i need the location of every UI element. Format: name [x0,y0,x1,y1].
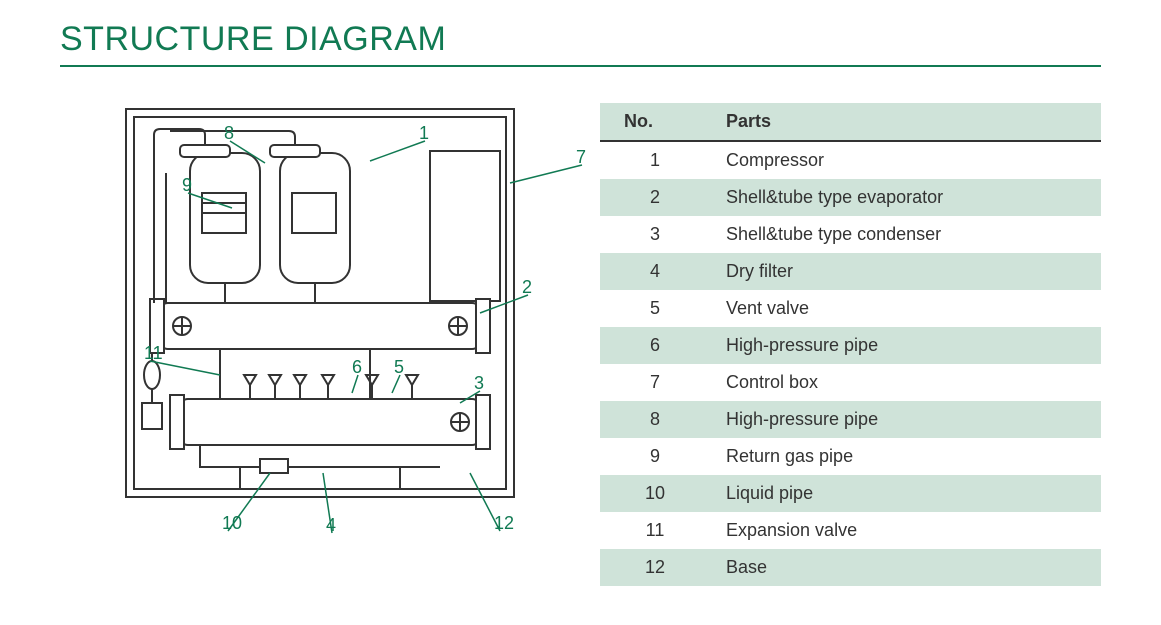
cell-part: Liquid pipe [710,475,1101,512]
table-row: 3Shell&tube type condenser [600,216,1101,253]
callout-label: 2 [522,277,532,298]
cell-no: 7 [600,364,710,401]
cell-no: 1 [600,141,710,179]
table-row: 12Base [600,549,1101,586]
cell-part: Control box [710,364,1101,401]
table-row: 7Control box [600,364,1101,401]
cell-part: High-pressure pipe [710,327,1101,364]
parts-table: No. Parts 1Compressor2Shell&tube type ev… [600,103,1101,586]
title-underline [60,65,1101,67]
cell-no: 5 [600,290,710,327]
content-row: 123456789101112 No. Parts 1Compressor2Sh… [60,103,1101,586]
table-row: 10Liquid pipe [600,475,1101,512]
page-root: STRUCTURE DIAGRAM [0,0,1161,625]
cell-part: Return gas pipe [710,438,1101,475]
cell-no: 9 [600,438,710,475]
parts-table-panel: No. Parts 1Compressor2Shell&tube type ev… [600,103,1101,586]
cell-no: 8 [600,401,710,438]
diagram-panel: 123456789101112 [60,103,540,586]
callout-layer: 123456789101112 [120,103,520,503]
table-row: 9Return gas pipe [600,438,1101,475]
callout-label: 12 [494,513,514,534]
cell-no: 10 [600,475,710,512]
cell-part: Expansion valve [710,512,1101,549]
callout-label: 8 [224,123,234,144]
cell-no: 3 [600,216,710,253]
cell-part: Vent valve [710,290,1101,327]
callout-label: 11 [144,343,163,364]
cell-no: 6 [600,327,710,364]
header-part: Parts [710,103,1101,141]
callout-label: 9 [182,175,192,196]
page-title: STRUCTURE DIAGRAM [60,20,1101,59]
cell-part: Shell&tube type evaporator [710,179,1101,216]
table-row: 2Shell&tube type evaporator [600,179,1101,216]
cell-part: Dry filter [710,253,1101,290]
table-row: 11Expansion valve [600,512,1101,549]
cell-no: 4 [600,253,710,290]
callout-label: 1 [419,123,429,144]
table-header-row: No. Parts [600,103,1101,141]
table-row: 4Dry filter [600,253,1101,290]
header-no: No. [600,103,710,141]
cell-part: High-pressure pipe [710,401,1101,438]
callout-label: 7 [576,147,586,168]
callout-label: 3 [474,373,484,394]
table-row: 6High-pressure pipe [600,327,1101,364]
table-row: 1Compressor [600,141,1101,179]
cell-part: Base [710,549,1101,586]
table-row: 8High-pressure pipe [600,401,1101,438]
cell-no: 2 [600,179,710,216]
callout-label: 10 [222,513,242,534]
callout-label: 6 [352,357,362,378]
callout-label: 4 [326,515,336,536]
cell-no: 11 [600,512,710,549]
cell-no: 12 [600,549,710,586]
callout-label: 5 [394,357,404,378]
table-row: 5Vent valve [600,290,1101,327]
callout-leaders [120,103,520,503]
cell-part: Shell&tube type condenser [710,216,1101,253]
cell-part: Compressor [710,141,1101,179]
